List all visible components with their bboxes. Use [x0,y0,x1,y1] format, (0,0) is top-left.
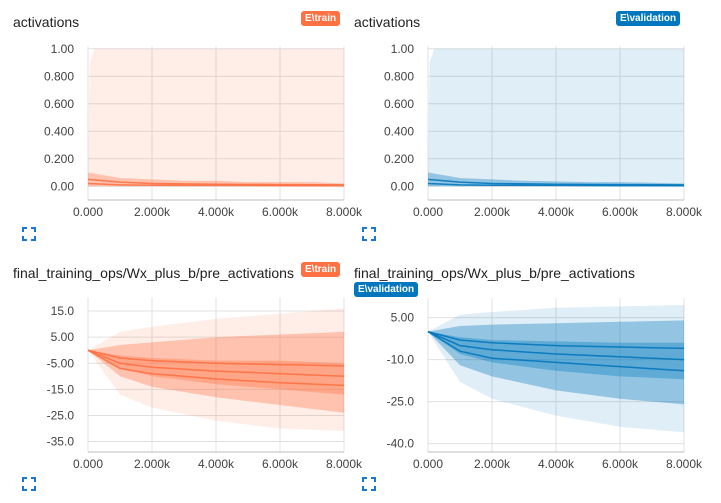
chart-title: activations [13,14,80,30]
series-line [87,349,345,387]
run-badge-train: E\train [301,11,341,26]
run-badge-train: E\train [301,262,341,277]
series-line [87,349,345,378]
x-tick-label: 6.000k [262,205,299,219]
x-tick-label: 2.000k [134,205,171,219]
x-tick-label: 6.000k [602,205,639,219]
x-tick-label: 4.000k [538,457,575,471]
series-line [427,330,685,361]
distribution-band [88,331,344,413]
x-tick-label: 4.000k [538,205,575,219]
y-tick-label: 0.600 [384,97,414,111]
y-tick-label: 0.00 [391,179,415,193]
x-tick-label: 0.000 [413,457,443,471]
run-badge-validation: E\validation [616,11,681,26]
pre-activations-validation-plot: -40.0 -25.0 -10.0 5.00 0.000 2.000k 4.000k 6.00… [387,298,703,471]
chart-card-activations-train: activations E\train 0.00 0.200 0.400 0.600 0… [0,0,363,250]
y-tick-label: -10.0 [387,353,415,367]
y-tick-label: 5.00 [51,330,75,344]
x-tick-label: 8.000k [666,205,703,219]
series-line [87,178,345,186]
y-tick-label: 0.400 [384,124,414,138]
fullscreen-expand-icon[interactable] [362,477,376,491]
x-tick-label: 4.000k [198,457,235,471]
y-tick-label: -25.0 [387,395,415,409]
fullscreen-expand-icon[interactable] [362,227,376,241]
x-tick-label: 2.000k [474,457,511,471]
x-tick-label: 4.000k [198,205,235,219]
y-tick-label: -25.0 [47,408,75,422]
x-tick-label: 0.000 [73,205,103,219]
y-tick-label: 0.800 [44,69,74,83]
x-tick-label: 8.000k [666,457,703,471]
series-line [87,182,345,187]
chart-card-pre-activations-validation: final_training_ops/Wx_plus_b/pre_activat… [340,252,703,503]
series-line [87,349,345,367]
y-tick-label: 0.00 [51,179,75,193]
y-tick-label: 0.800 [384,69,414,83]
y-tick-label: 15.0 [51,304,75,318]
distribution-envelope [88,48,344,187]
chart-card-pre-activations-train: final_training_ops/Wx_plus_b/pre_activat… [0,252,363,503]
x-tick-label: 2.000k [474,205,511,219]
fullscreen-expand-icon[interactable] [22,227,36,241]
series-line [427,330,685,372]
x-tick-label: 6.000k [602,457,639,471]
y-tick-label: 0.200 [44,152,74,166]
series-line [427,178,685,186]
distribution-envelope [428,48,684,187]
chart-card-activations-validation: activations E\validation 0.00 0.200 0.400 0… [340,0,703,250]
chart-title: final_training_ops/Wx_plus_b/pre_activat… [13,265,294,281]
run-badge-validation: E\validation [354,282,419,297]
y-tick-label: -5.00 [47,356,75,370]
activations-validation-plot: 0.00 0.200 0.400 0.600 0.800 1.00 0.000 2.000k 4… [384,42,703,219]
y-tick-label: 0.400 [44,124,74,138]
series-line [427,330,685,350]
series-line [427,182,685,187]
activations-train-plot: 0.00 0.200 0.400 0.600 0.800 1.00 0.000 2.000k 4… [44,42,363,219]
x-tick-label: 0.000 [413,205,443,219]
y-tick-label: 0.600 [44,97,74,111]
x-tick-label: 8.000k [326,205,363,219]
y-tick-label: 1.00 [51,42,75,56]
chart-title: activations [354,14,421,30]
x-tick-label: 0.000 [73,457,103,471]
x-tick-label: 6.000k [262,457,299,471]
pre-activations-train-plot: -35.0 -25.0 -15.0 -5.00 5.00 15.0 0.000 2.000k 4… [47,298,363,471]
y-tick-label: 1.00 [391,42,415,56]
x-tick-label: 8.000k [326,457,363,471]
y-tick-label: 5.00 [391,311,415,325]
y-tick-label: -40.0 [387,437,415,451]
y-tick-label: 0.200 [384,152,414,166]
y-tick-label: -35.0 [47,435,75,449]
x-tick-label: 2.000k [134,457,171,471]
distribution-envelope [428,305,684,433]
distribution-envelope [88,308,344,432]
fullscreen-expand-icon[interactable] [22,477,36,491]
chart-title: final_training_ops/Wx_plus_b/pre_activat… [354,265,635,281]
y-tick-label: -15.0 [47,382,75,396]
